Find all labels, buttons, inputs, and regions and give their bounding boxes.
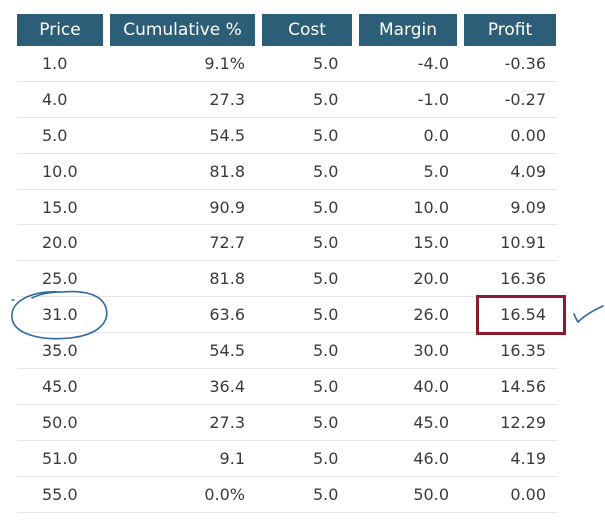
table-row: 20.0 72.7 5.0 15.0 10.91 xyxy=(17,225,557,262)
cost-cell: 5.0 xyxy=(313,448,339,468)
header-cost: Cost xyxy=(262,14,352,46)
cost-cell: 5.0 xyxy=(313,305,339,325)
table-row: 10.0 81.8 5.0 5.0 4.09 xyxy=(17,154,557,190)
profit-highlight-box xyxy=(476,295,566,335)
cumulative-percent-cell: 9.1 xyxy=(219,448,245,468)
header-margin: Margin xyxy=(359,14,457,46)
cost-cell: 5.0 xyxy=(313,125,339,145)
tick-mark-annotation xyxy=(577,305,604,323)
cost-cell: 5.0 xyxy=(313,233,339,253)
price-cell: 10.0 xyxy=(42,161,78,181)
cost-cell: 5.0 xyxy=(313,377,339,397)
profit-cell: 4.19 xyxy=(510,448,546,468)
margin-cell: 26.0 xyxy=(413,305,449,325)
cost-cell: 5.0 xyxy=(313,341,339,361)
price-cell: 45.0 xyxy=(42,377,78,397)
table-row: 5.0 54.5 5.0 0.0 0.00 xyxy=(17,118,557,154)
profit-cell: 0.00 xyxy=(510,125,546,145)
cost-cell: 5.0 xyxy=(313,484,339,504)
profit-table: Price Cumulative % Cost Margin Profit 1.… xyxy=(17,14,557,513)
price-cell: 20.0 xyxy=(42,233,78,253)
table-row: 35.0 54.5 5.0 30.0 16.35 xyxy=(17,333,557,370)
price-cell: 5.0 xyxy=(42,125,68,145)
table-row: 45.0 36.4 5.0 40.0 14.56 xyxy=(17,369,557,405)
profit-cell: -0.36 xyxy=(504,54,546,73)
price-cell: 15.0 xyxy=(42,197,78,217)
table-body: 1.0 9.1% 5.0 -4.0 -0.36 4.0 27.3 5.0 -1.0 -0.27 5.… xyxy=(17,46,557,513)
cost-cell: 5.0 xyxy=(313,412,339,432)
cumulative-percent-cell: 27.3 xyxy=(209,89,245,109)
header-cumulative-percent: Cumulative % xyxy=(110,14,255,46)
profit-cell: 16.36 xyxy=(500,269,546,289)
cumulative-percent-cell: 9.1% xyxy=(204,54,245,73)
cumulative-percent-cell: 90.9 xyxy=(209,197,245,217)
margin-cell: 45.0 xyxy=(413,412,449,432)
cumulative-percent-cell: 0.0% xyxy=(204,484,245,504)
profit-cell: 16.54 xyxy=(500,305,546,325)
table-row: 55.0 0.0% 5.0 50.0 0.00 xyxy=(17,477,557,513)
profit-cell: 9.09 xyxy=(510,197,546,217)
margin-cell: 20.0 xyxy=(413,269,449,289)
table-row: 25.0 81.8 5.0 20.0 16.36 xyxy=(17,261,557,298)
margin-cell: 0.0 xyxy=(423,125,449,145)
cumulative-percent-cell: 27.3 xyxy=(209,412,245,432)
cost-cell: 5.0 xyxy=(313,197,339,217)
price-cell: 31.0 xyxy=(42,305,78,325)
margin-cell: 50.0 xyxy=(413,484,449,504)
margin-cell: 15.0 xyxy=(413,233,449,253)
margin-cell: 5.0 xyxy=(423,161,449,181)
margin-cell: -1.0 xyxy=(417,89,449,109)
cumulative-percent-cell: 54.5 xyxy=(209,341,245,361)
cumulative-percent-cell: 81.8 xyxy=(209,161,245,181)
margin-cell: 10.0 xyxy=(413,197,449,217)
profit-cell: 16.35 xyxy=(500,341,546,361)
price-cell: 50.0 xyxy=(42,412,78,432)
margin-cell: 46.0 xyxy=(413,448,449,468)
price-cell: 1.0 xyxy=(42,54,68,73)
margin-cell: 40.0 xyxy=(413,377,449,397)
price-cell: 35.0 xyxy=(42,341,78,361)
table-row: 1.0 9.1% 5.0 -4.0 -0.36 xyxy=(17,46,557,82)
price-cell: 4.0 xyxy=(42,89,68,109)
tick-mark-hook xyxy=(573,313,579,323)
cumulative-percent-cell: 36.4 xyxy=(209,377,245,397)
table-header-row: Price Cumulative % Cost Margin Profit xyxy=(17,14,557,46)
price-cell: 51.0 xyxy=(42,448,78,468)
table-row: 50.0 27.3 5.0 45.0 12.29 xyxy=(17,405,557,441)
cumulative-percent-cell: 63.6 xyxy=(209,305,245,325)
profit-cell: 10.91 xyxy=(500,233,546,253)
table-row: 15.0 90.9 5.0 10.0 9.09 xyxy=(17,190,557,226)
cumulative-percent-cell: 81.8 xyxy=(209,269,245,289)
profit-cell: 14.56 xyxy=(500,377,546,397)
profit-cell: 4.09 xyxy=(510,161,546,181)
margin-cell: -4.0 xyxy=(417,54,449,73)
table-row: 51.0 9.1 5.0 46.0 4.19 xyxy=(17,441,557,477)
price-cell: 55.0 xyxy=(42,484,78,504)
cumulative-percent-cell: 72.7 xyxy=(209,233,245,253)
profit-cell: 0.00 xyxy=(510,484,546,504)
header-price: Price xyxy=(17,14,103,46)
cost-cell: 5.0 xyxy=(313,161,339,181)
profit-cell: -0.27 xyxy=(504,89,546,109)
cost-cell: 5.0 xyxy=(313,269,339,289)
margin-cell: 30.0 xyxy=(413,341,449,361)
price-cell: 25.0 xyxy=(42,269,78,289)
cost-cell: 5.0 xyxy=(313,89,339,109)
header-profit: Profit xyxy=(464,14,556,46)
cumulative-percent-cell: 54.5 xyxy=(209,125,245,145)
table-row: 4.0 27.3 5.0 -1.0 -0.27 xyxy=(17,82,557,118)
profit-cell: 12.29 xyxy=(500,412,546,432)
cost-cell: 5.0 xyxy=(313,54,339,73)
